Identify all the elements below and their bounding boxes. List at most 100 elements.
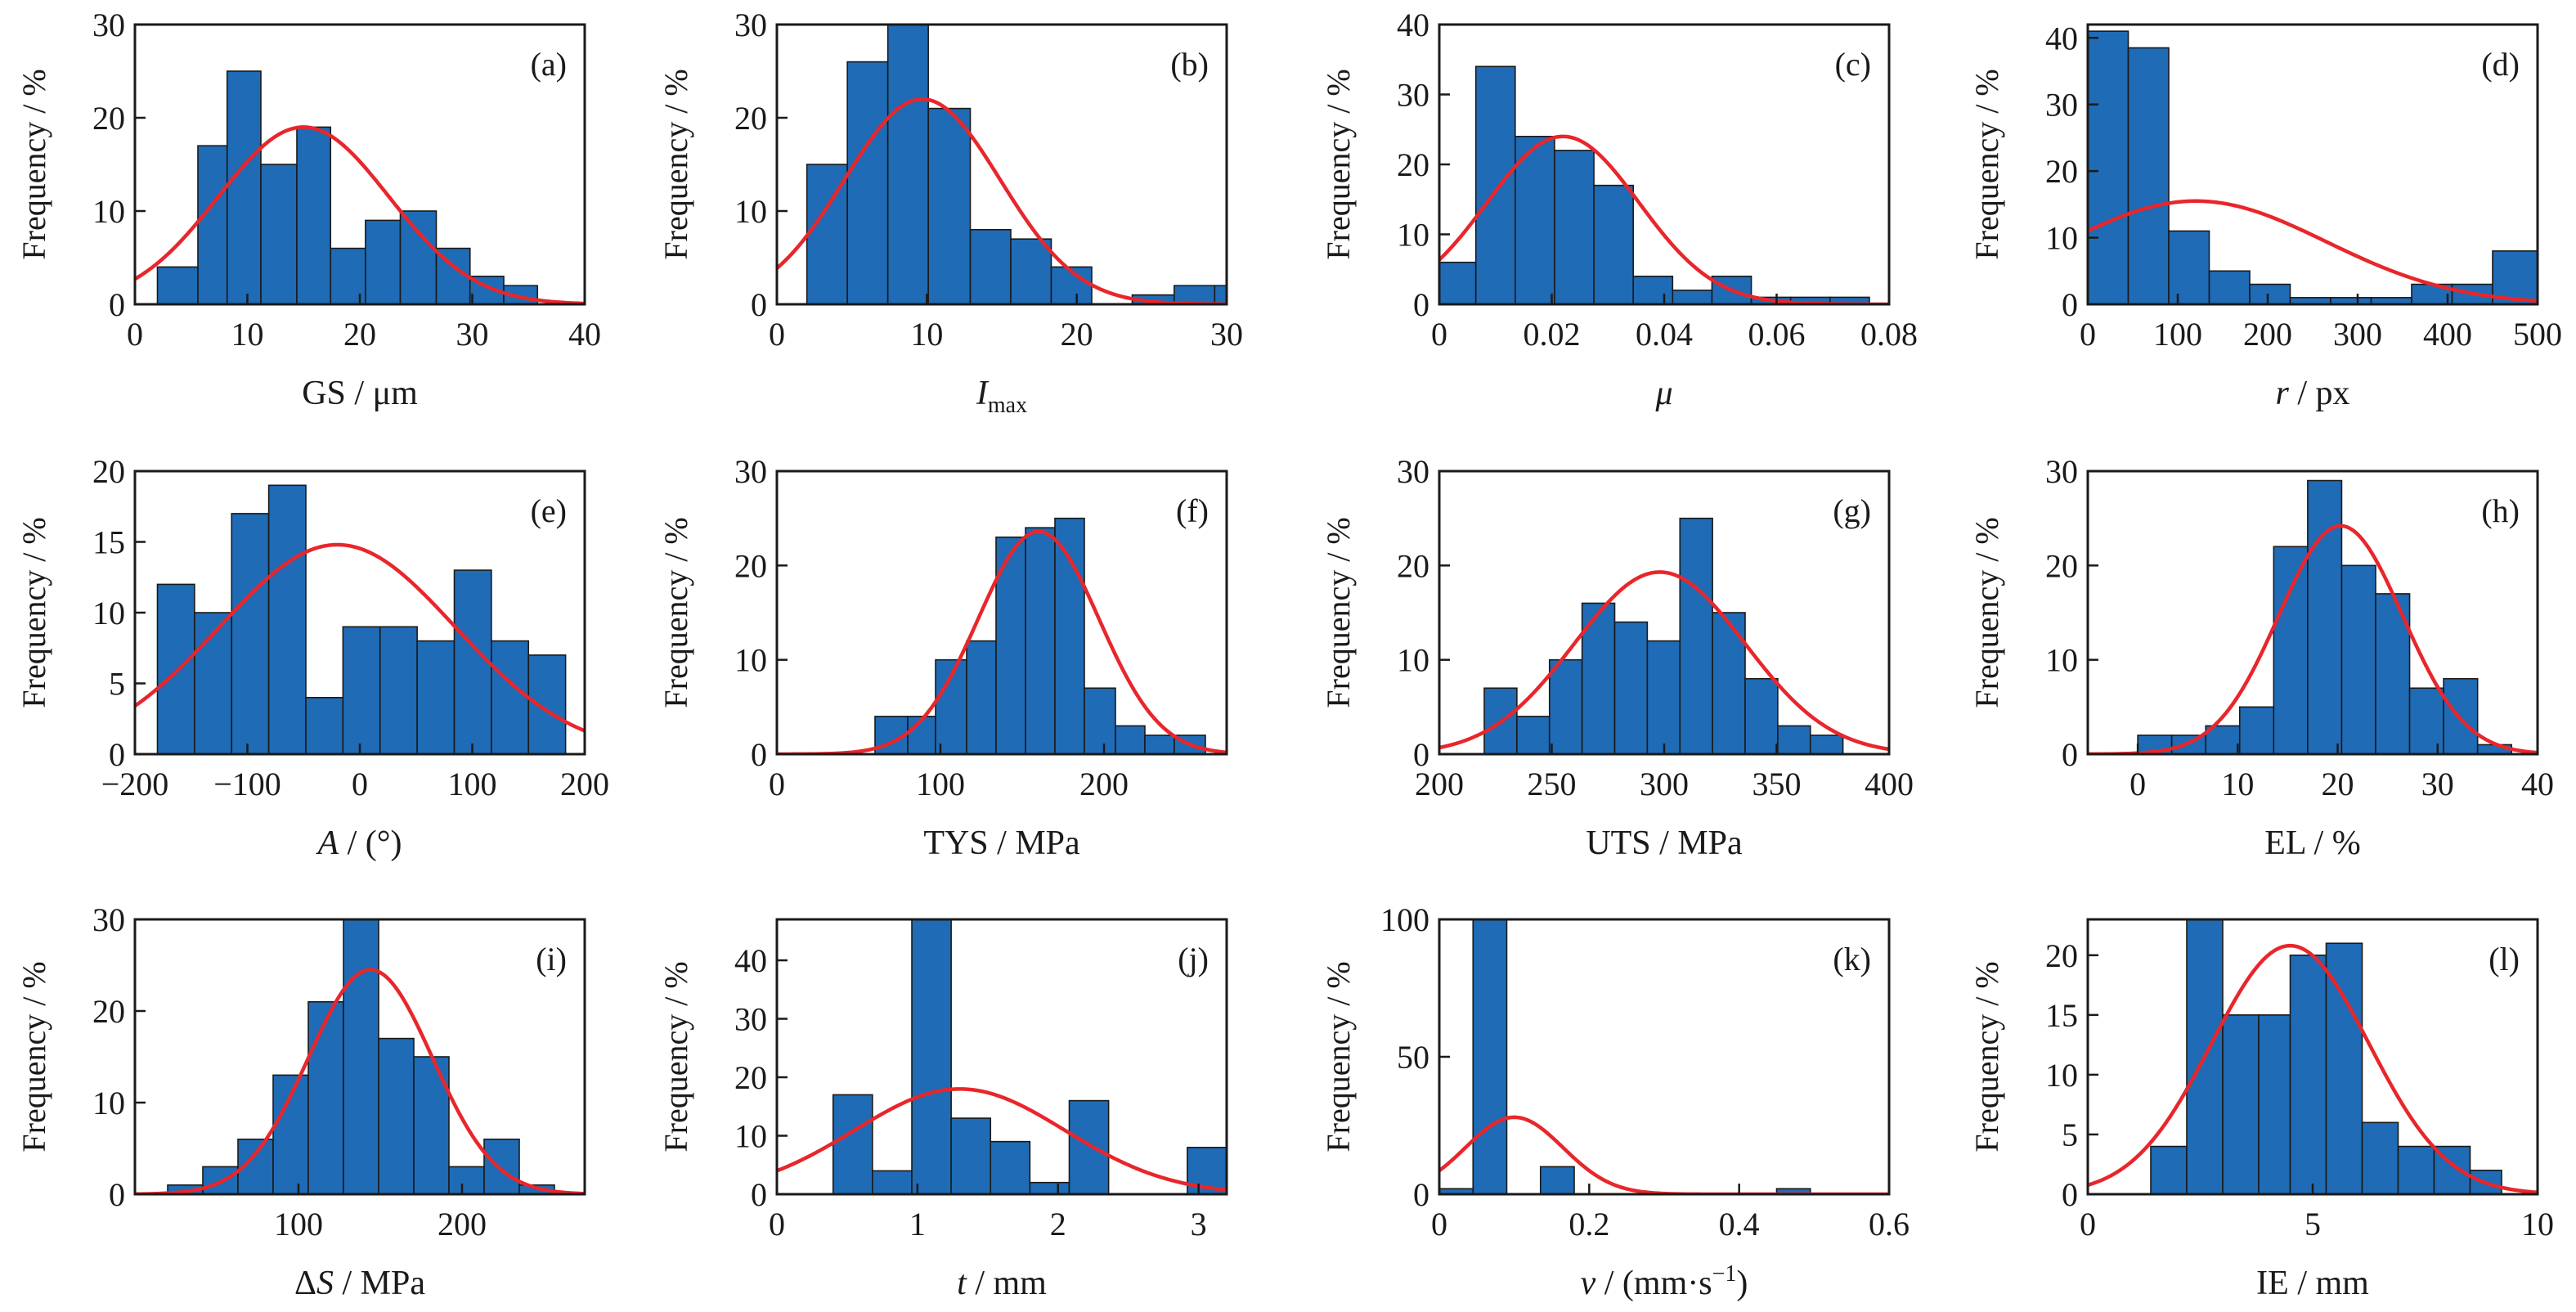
- x-tick-label: 300: [1640, 766, 1689, 802]
- x-tick-label: 0: [1431, 1206, 1447, 1242]
- y-axis-label: Frequency / %: [657, 517, 694, 708]
- histogram-bar: [1744, 677, 1779, 754]
- y-tick-label: 0: [109, 736, 125, 773]
- histogram-bar: [1672, 290, 1713, 304]
- x-tick-label: 0: [127, 316, 143, 353]
- histogram-panel: 0 0.2 0.4 0.6 0 50 100 Frequency / % v / (mm·s−1…: [1320, 901, 1910, 1302]
- x-tick-label: 0.04: [1636, 316, 1693, 353]
- x-tick-label: −100: [213, 766, 281, 802]
- y-tick-label: 10: [1397, 217, 1429, 254]
- x-tick-label: 20: [1061, 316, 1093, 353]
- y-axis-label: Frequency / %: [1968, 961, 2005, 1152]
- histogram-bar: [2273, 546, 2309, 754]
- y-tick-label: 30: [1397, 77, 1429, 114]
- histogram-panel: 0 100 200 300 400 500 0 10 20 30 40 Frequency / % r …: [1968, 20, 2562, 412]
- histogram-bar: [491, 640, 530, 754]
- x-tick-label: 250: [1528, 766, 1577, 802]
- histogram-panel: 0 100 200 0 10 20 30 Frequency / % TYS / MPa (f): [657, 453, 1228, 862]
- histogram-bar: [2208, 270, 2251, 304]
- x-tick-label: 500: [2513, 316, 2562, 353]
- histogram-bar: [927, 107, 972, 304]
- y-tick-label: 0: [751, 286, 767, 323]
- y-tick-label: 10: [1397, 642, 1429, 679]
- histogram-bar: [267, 484, 307, 754]
- y-axis-label: Frequency / %: [657, 961, 694, 1152]
- histogram-bar: [2222, 1014, 2260, 1194]
- x-tick-label: 0.6: [1869, 1206, 1910, 1242]
- normal-fit-curve: [2088, 523, 2538, 754]
- plot-frame: [133, 918, 586, 1196]
- x-tick-label: 0: [2080, 316, 2096, 353]
- histogram-panel: 100 200 0 10 20 30 Frequency / % ΔS / MPa (i): [16, 901, 586, 1302]
- y-tick-label: 10: [92, 1085, 125, 1121]
- histogram-bar: [1115, 725, 1146, 754]
- x-axis-label: t / mm: [957, 1265, 1047, 1302]
- panel-label: (l): [2488, 941, 2520, 977]
- histogram-bar: [1010, 238, 1052, 304]
- x-tick-label: −200: [101, 766, 169, 802]
- x-tick-label: 200: [438, 1206, 487, 1242]
- x-tick-label: 100: [274, 1206, 323, 1242]
- histogram-bar: [156, 266, 199, 304]
- y-axis-label: Frequency / %: [1320, 69, 1357, 259]
- normal-fit-curve: [135, 125, 585, 304]
- histogram-bar: [231, 513, 270, 754]
- y-tick-label: 10: [734, 642, 767, 679]
- histogram-bar: [1439, 261, 1477, 304]
- histogram-bar: [2340, 564, 2376, 754]
- x-tick-label: 400: [2423, 316, 2472, 353]
- x-axis-label-part: EL / %: [2264, 824, 2360, 862]
- x-axis-label: r / px: [2275, 375, 2349, 412]
- x-axis-label-part: I: [976, 375, 990, 412]
- y-tick-label: 0: [109, 286, 125, 323]
- plot-frame: [2086, 23, 2539, 306]
- panel-label: (e): [531, 492, 567, 529]
- x-axis-label-part: / MPa: [334, 1265, 425, 1302]
- histogram-panel: −200 −100 0 100 200 0 5 10 15 20 Frequency / % A / …: [16, 453, 609, 862]
- x-tick-label: 30: [1210, 316, 1243, 353]
- x-tick-label: 0: [2129, 766, 2146, 802]
- histogram-bar: [399, 210, 438, 304]
- y-tick-label: 15: [2045, 997, 2078, 1034]
- plot-frame: [775, 470, 1228, 756]
- x-tick-label: 400: [1865, 766, 1914, 802]
- y-tick-label: 20: [734, 100, 767, 137]
- x-tick-label: 0.02: [1524, 316, 1581, 353]
- y-tick-label: 15: [92, 524, 125, 561]
- panel-label: (j): [1178, 941, 1209, 977]
- x-tick-label: 2: [1050, 1206, 1066, 1242]
- x-axis-label-part: / (°): [339, 824, 402, 862]
- y-tick-label: 50: [1397, 1039, 1429, 1076]
- x-tick-label: 10: [2221, 766, 2254, 802]
- y-tick-label: 20: [2045, 937, 2078, 974]
- histogram-bar: [330, 247, 366, 304]
- x-tick-label: 0: [769, 766, 785, 802]
- panel-label: (i): [536, 941, 567, 977]
- x-tick-label: 30: [456, 316, 489, 353]
- y-tick-label: 0: [1413, 286, 1429, 323]
- y-axis-label: Frequency / %: [657, 69, 694, 259]
- x-axis-label-part: / px: [2289, 375, 2350, 412]
- histogram-bar: [886, 25, 929, 304]
- histogram-bar: [1174, 285, 1216, 304]
- histogram-bar: [832, 1094, 873, 1194]
- x-tick-label: 200: [1415, 766, 1464, 802]
- y-tick-label: 30: [92, 901, 125, 938]
- x-axis-label-part: ): [1736, 1265, 1748, 1302]
- histogram-bar: [2469, 1169, 2502, 1194]
- histogram-bar: [911, 919, 952, 1194]
- histogram-bar: [2307, 479, 2343, 754]
- histogram-panel: 0 10 20 30 40 0 10 20 30 Frequency / % GS / μm (a): [16, 7, 601, 412]
- x-tick-label: 100: [2153, 316, 2202, 353]
- histogram-bar: [226, 70, 262, 304]
- y-tick-label: 20: [1397, 547, 1429, 584]
- histogram-bar: [2325, 942, 2363, 1194]
- histogram-bar: [156, 583, 195, 754]
- histogram-bar: [1613, 621, 1649, 754]
- histogram-bar: [1214, 285, 1227, 304]
- y-tick-label: 30: [734, 1001, 767, 1038]
- y-axis-label: Frequency / %: [1968, 517, 2005, 708]
- y-tick-label: 100: [1380, 901, 1429, 938]
- histogram-bar: [1554, 150, 1595, 304]
